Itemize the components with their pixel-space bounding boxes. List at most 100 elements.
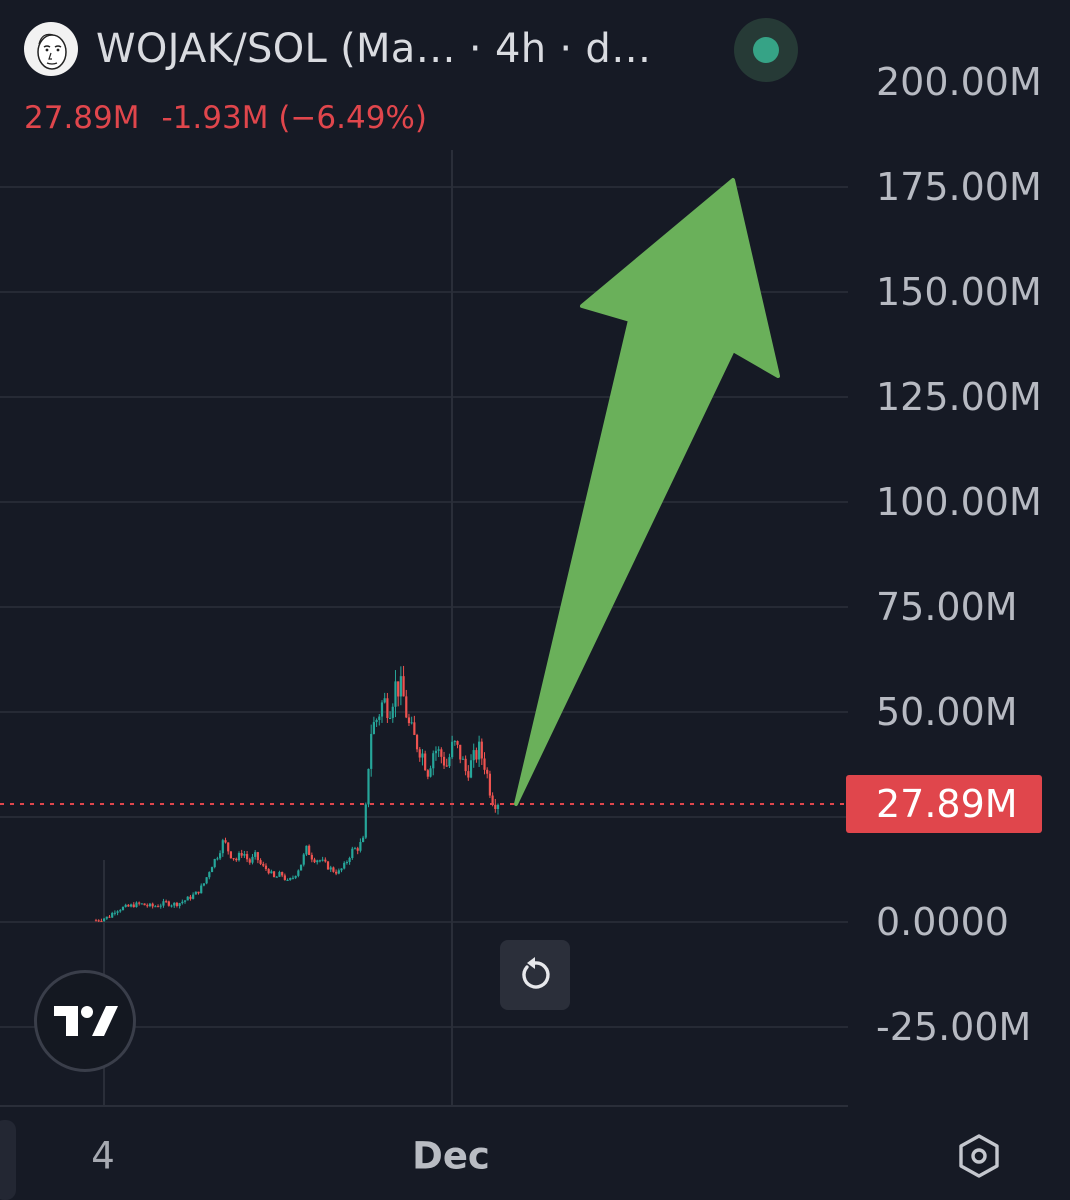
wojak-face-avatar-icon[interactable] xyxy=(24,22,78,76)
candle xyxy=(415,734,419,750)
candle xyxy=(375,719,378,723)
candle xyxy=(202,883,206,886)
time-axis-label-dec: Dec xyxy=(412,1134,490,1178)
candle xyxy=(132,904,135,908)
last-price: 27.89M xyxy=(24,100,140,136)
candle xyxy=(205,877,208,884)
candle xyxy=(94,920,98,922)
candle xyxy=(197,891,200,894)
tradingview-logo-button[interactable] xyxy=(34,970,136,1072)
candle xyxy=(475,750,478,760)
candle xyxy=(183,900,187,902)
candle xyxy=(275,876,278,878)
candle xyxy=(159,905,162,907)
candle xyxy=(429,768,432,777)
candle xyxy=(267,869,270,874)
upward-arrow-annotation xyxy=(514,178,780,806)
candle xyxy=(399,676,402,697)
price-axis-label: 100.00M xyxy=(876,480,1042,524)
price-change: -1.93M (−6.49%) xyxy=(161,100,427,136)
candle xyxy=(272,871,276,877)
candle xyxy=(148,903,152,907)
candle xyxy=(348,857,351,863)
candle xyxy=(297,870,300,876)
candle xyxy=(313,859,316,863)
candle xyxy=(129,904,133,907)
candle xyxy=(124,904,127,907)
candle xyxy=(251,856,254,863)
grid-lines xyxy=(0,186,848,1028)
candle xyxy=(178,903,181,906)
candle xyxy=(378,716,381,720)
candle xyxy=(278,872,281,877)
candle xyxy=(397,681,400,697)
candle xyxy=(256,852,259,861)
symbol-title[interactable]: WOJAK/SOL (Ma… · 4h · d… xyxy=(96,26,652,72)
candle xyxy=(108,916,111,918)
candle xyxy=(469,760,473,778)
candle xyxy=(359,841,362,851)
candle xyxy=(219,853,222,859)
candle xyxy=(405,696,408,718)
candle xyxy=(216,858,219,860)
candle xyxy=(410,722,413,724)
candle xyxy=(424,753,427,771)
candle xyxy=(170,905,173,907)
candle xyxy=(421,753,424,758)
candle xyxy=(383,698,386,703)
candle xyxy=(437,749,440,751)
candle xyxy=(337,870,340,874)
candle xyxy=(326,861,330,870)
candle xyxy=(224,840,227,843)
candle xyxy=(402,676,405,697)
candle xyxy=(391,706,394,718)
candle xyxy=(116,911,119,913)
candle xyxy=(289,878,292,880)
candle xyxy=(262,863,265,866)
candle xyxy=(324,859,327,862)
candle xyxy=(478,741,481,760)
candle xyxy=(364,804,367,838)
candle xyxy=(464,758,467,772)
candle xyxy=(407,717,411,724)
candle xyxy=(264,865,268,870)
candle xyxy=(143,903,146,906)
candle xyxy=(162,901,165,906)
candle xyxy=(167,901,170,906)
tradingview-logo-icon xyxy=(54,1006,118,1036)
candle xyxy=(240,853,243,856)
candle xyxy=(140,903,143,905)
candle xyxy=(119,910,122,912)
candle xyxy=(453,741,456,743)
chart-settings-button[interactable] xyxy=(955,1132,1003,1180)
price-axis-label: 125.00M xyxy=(876,375,1042,419)
price-axis-label: 0.0000 xyxy=(876,900,1009,944)
candle xyxy=(156,906,160,908)
candle xyxy=(208,872,211,878)
candle xyxy=(472,750,475,761)
price-summary: 27.89M -1.93M (−6.49%) xyxy=(24,100,427,136)
candle xyxy=(386,698,389,719)
candle xyxy=(310,854,313,860)
status-dot xyxy=(753,37,779,63)
side-panel-handle[interactable] xyxy=(0,1120,16,1200)
candle xyxy=(105,916,108,919)
candle xyxy=(151,903,154,907)
candle xyxy=(237,853,241,861)
live-status-dot-icon xyxy=(734,18,798,82)
candle xyxy=(335,871,338,874)
candle xyxy=(353,848,357,850)
reset-chart-button[interactable] xyxy=(500,940,570,1010)
candle xyxy=(243,854,246,856)
candle xyxy=(491,795,494,805)
settings-hexagon-icon xyxy=(959,1134,999,1178)
candle xyxy=(97,920,100,922)
candle xyxy=(321,859,324,861)
price-axis-label: 50.00M xyxy=(876,690,1018,734)
price-axis-label: 200.00M xyxy=(876,60,1042,104)
candle xyxy=(186,896,189,901)
candle xyxy=(413,722,416,735)
candle xyxy=(351,848,354,858)
candle xyxy=(448,757,451,767)
